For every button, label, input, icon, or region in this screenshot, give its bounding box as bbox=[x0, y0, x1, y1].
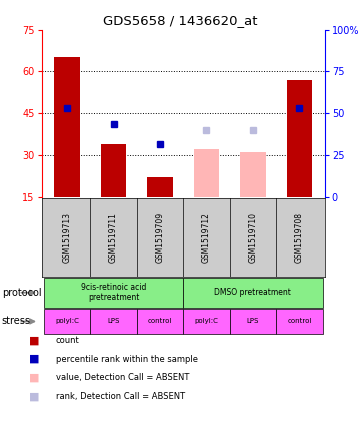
Text: count: count bbox=[56, 336, 80, 345]
Text: percentile rank within the sample: percentile rank within the sample bbox=[56, 354, 198, 364]
Text: 9cis-retinoic acid
pretreatment: 9cis-retinoic acid pretreatment bbox=[81, 283, 146, 302]
Bar bbox=[44, 278, 183, 308]
Text: control: control bbox=[287, 319, 312, 324]
Text: protocol: protocol bbox=[2, 288, 42, 298]
Text: GSM1519711: GSM1519711 bbox=[109, 212, 118, 263]
Text: value, Detection Call = ABSENT: value, Detection Call = ABSENT bbox=[56, 373, 189, 382]
Text: GDS5658 / 1436620_at: GDS5658 / 1436620_at bbox=[103, 14, 258, 27]
Text: polyI:C: polyI:C bbox=[55, 319, 79, 324]
Bar bbox=[147, 177, 173, 197]
Text: rank, Detection Call = ABSENT: rank, Detection Call = ABSENT bbox=[56, 392, 185, 401]
Text: GSM1519712: GSM1519712 bbox=[202, 212, 211, 263]
Bar bbox=[276, 309, 323, 334]
Bar bbox=[183, 309, 230, 334]
Text: control: control bbox=[148, 319, 172, 324]
Text: GSM1519710: GSM1519710 bbox=[248, 212, 257, 263]
Text: GSM1519713: GSM1519713 bbox=[62, 212, 71, 263]
Text: LPS: LPS bbox=[107, 319, 120, 324]
Bar bbox=[90, 309, 137, 334]
Text: ■: ■ bbox=[29, 373, 39, 383]
Text: ■: ■ bbox=[29, 335, 39, 346]
Bar bbox=[193, 149, 219, 197]
Text: DMSO pretreatment: DMSO pretreatment bbox=[214, 288, 291, 297]
Bar bbox=[183, 278, 323, 308]
Text: GSM1519709: GSM1519709 bbox=[156, 212, 165, 263]
Text: polyI:C: polyI:C bbox=[195, 319, 218, 324]
Bar bbox=[137, 309, 183, 334]
Text: ■: ■ bbox=[29, 354, 39, 364]
Bar bbox=[54, 58, 80, 197]
Bar bbox=[101, 144, 126, 197]
Text: LPS: LPS bbox=[247, 319, 259, 324]
Text: stress: stress bbox=[2, 316, 31, 327]
Text: GSM1519708: GSM1519708 bbox=[295, 212, 304, 263]
Text: ■: ■ bbox=[29, 391, 39, 401]
Bar bbox=[230, 309, 276, 334]
Bar bbox=[44, 309, 90, 334]
Bar bbox=[287, 80, 312, 197]
Bar bbox=[240, 152, 266, 197]
